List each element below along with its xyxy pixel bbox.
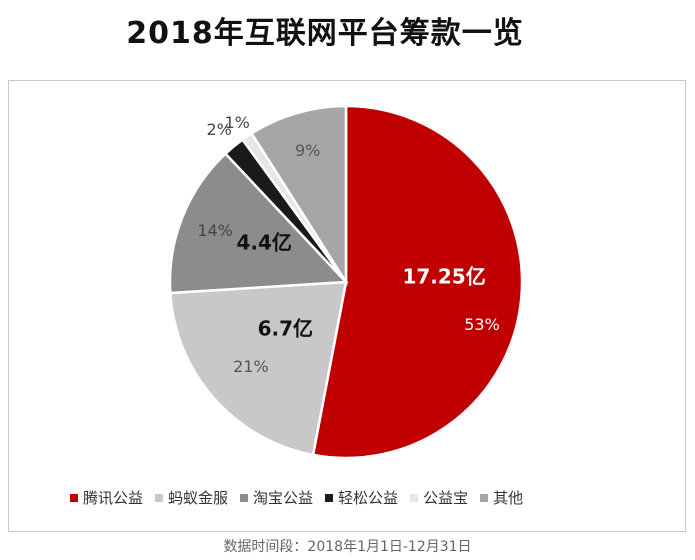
legend-label: 其他 <box>493 489 524 507</box>
legend-swatch <box>325 493 334 502</box>
legend-item: 轻松公益 <box>325 487 398 508</box>
slice-percent-label: 1% <box>225 113 250 132</box>
chart-frame <box>8 80 686 532</box>
slice-percent-label: 53% <box>464 315 500 334</box>
pie-slice <box>311 104 524 460</box>
legend-swatch <box>240 493 249 502</box>
legend-label: 公益宝 <box>423 489 469 507</box>
legend-swatch <box>410 493 419 502</box>
slice-percent-label: 2% <box>207 120 232 139</box>
legend-swatch <box>155 493 164 502</box>
slice-amount-label: 17.25亿 <box>402 264 485 288</box>
legend-item: 其他 <box>480 487 523 508</box>
slice-amount-label: 4.4亿 <box>236 231 291 255</box>
chart-title: 2018年互联网平台筹款一览 <box>126 16 524 51</box>
legend-swatch <box>480 493 489 502</box>
chart-legend: 腾讯公益 蚂蚁金服 淘宝公益 轻松公益 公益宝 其他 <box>70 487 523 508</box>
slice-percent-label: 14% <box>197 221 233 240</box>
legend-label: 轻松公益 <box>338 489 399 507</box>
legend-label: 腾讯公益 <box>83 489 144 507</box>
slice-percent-label: 9% <box>295 141 320 160</box>
pie-slice <box>169 280 348 457</box>
slice-percent-label: 21% <box>233 357 269 376</box>
slice-amount-label: 6.7亿 <box>258 317 313 341</box>
legend-swatch <box>70 493 78 502</box>
pie-slice <box>168 151 349 295</box>
legend-item: 蚂蚁金服 <box>155 487 228 508</box>
pie-slice <box>249 104 348 287</box>
legend-label: 淘宝公益 <box>253 489 314 507</box>
legend-item: 公益宝 <box>410 487 468 508</box>
data-period-footnote: 数据时间段：2018年1月1日-12月31日 <box>223 539 472 555</box>
legend-item: 淘宝公益 <box>240 487 313 508</box>
legend-label: 蚂蚁金服 <box>168 489 229 507</box>
pie-slices <box>168 104 524 460</box>
legend-item: 腾讯公益 <box>70 487 143 508</box>
